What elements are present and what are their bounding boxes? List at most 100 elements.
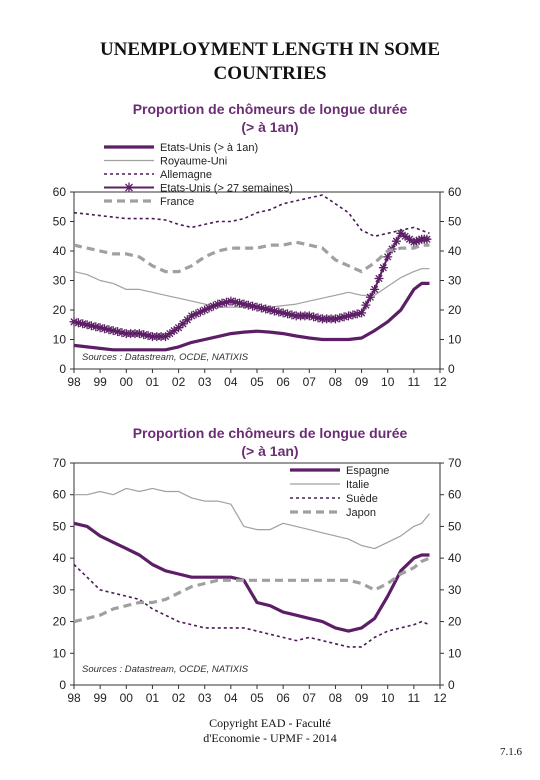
chart1-series-3-marker	[261, 304, 271, 314]
chart2-series-2-line	[73, 563, 430, 648]
chart2-xtick-label: 08	[329, 691, 343, 705]
chart1-series-3-marker	[243, 300, 253, 310]
chart1-series-3-marker	[204, 303, 214, 313]
chart2-xtick-label: 04	[224, 691, 238, 705]
chart2-xtick-label: 00	[120, 691, 134, 705]
chart1-series-3-marker	[239, 299, 249, 309]
chart2-source-note: Sources : Datastream, OCDE, NATIXIS	[82, 664, 249, 675]
chart1-series-3-marker	[313, 313, 323, 323]
chart2-xtick-label: 05	[250, 691, 264, 705]
chart1-ytick-right-label: 40	[448, 244, 462, 258]
chart1-series-3-marker	[230, 297, 240, 307]
chart1-xtick-label: 02	[172, 375, 186, 389]
chart1-series-3-marker	[409, 237, 419, 247]
chart1-series-3-marker	[91, 322, 101, 332]
chart1-series-3-marker	[69, 317, 79, 327]
chart1-xtick-label: 05	[250, 375, 264, 389]
chart2-title-block: Proportion de chômeurs de longue durée (…	[60, 424, 480, 460]
chart1-series-3-marker	[195, 307, 205, 317]
chart1-series-3-marker	[391, 236, 401, 246]
chart1-series-3-marker	[169, 326, 179, 336]
chart1-series-3-marker	[213, 299, 223, 309]
chart1-series-3-marker	[370, 284, 380, 294]
chart2-xtick-label: 99	[93, 691, 107, 705]
chart1-series-3-marker	[412, 236, 421, 246]
chart1-ytick-left-label: 60	[53, 185, 67, 199]
chart2-series-1-line	[74, 487, 430, 550]
chart1-series-2-line	[73, 194, 430, 238]
chart1-series-3-marker	[86, 321, 96, 331]
chart1-legend-0-label: Etats-Unis (> à 1an)	[160, 142, 258, 154]
chart1-series-3-marker	[226, 296, 236, 306]
chart1-series-3-marker	[78, 319, 88, 329]
chart1-series-3-marker	[117, 328, 127, 338]
chart1-series-3-marker	[208, 301, 218, 311]
footer-line2: d'Economie - UPMF - 2014	[203, 731, 337, 745]
chart2-ytick-right-label: 40	[448, 551, 462, 565]
chart1-ytick-right-label: 0	[448, 362, 455, 376]
chart1-series-3-marker	[352, 309, 362, 319]
chart1-series-3-marker	[113, 327, 123, 337]
chart2-ytick-left-label: 10	[53, 646, 67, 660]
chart1-xtick-label: 06	[276, 375, 290, 389]
chart1-legend-4-label: France	[160, 196, 194, 208]
chart2-series-0-line	[73, 521, 430, 633]
chart2-xtick-label: 07	[303, 691, 317, 705]
chart2-ytick-right-label: 50	[448, 519, 462, 533]
chart1-legend-3-marker	[124, 182, 134, 193]
chart2-legend-2-label: Suède	[346, 493, 378, 505]
chart2-xtick-label: 10	[381, 691, 395, 705]
chart1-series-3-marker	[287, 310, 297, 320]
chart1-series-3-marker	[143, 331, 153, 341]
chart1-series-3-marker	[309, 312, 319, 322]
chart2-ytick-right-label: 10	[448, 646, 462, 660]
chart1-series-3-marker	[365, 292, 375, 302]
chart1-series-3-marker	[187, 311, 197, 321]
chart1-series-3-marker	[139, 330, 149, 340]
chart1-series-3-marker	[82, 320, 92, 330]
chart1-xtick-label: 09	[355, 375, 369, 389]
chart1-series-3-marker	[248, 301, 258, 311]
chart1-xtick-label: 99	[93, 375, 107, 389]
chart1-series-4-line	[73, 240, 430, 274]
chart1-legend-2-label: Allemagne	[160, 169, 212, 181]
chart2-xtick-label: 01	[146, 691, 160, 705]
chart1-ytick-right-label: 30	[448, 274, 462, 288]
chart2-ytick-right-label: 0	[448, 678, 455, 692]
chart1-ytick-left-label: 50	[53, 215, 67, 229]
chart2-ytick-left-label: 60	[53, 488, 67, 502]
chart1-series-3-marker	[235, 298, 245, 308]
chart2-ytick-left-label: 70	[53, 456, 67, 470]
chart1-series-3-marker	[374, 274, 384, 283]
chart1-series-3-marker	[100, 324, 109, 334]
chart1-series-3-marker	[361, 300, 371, 310]
chart2-ytick-right-label: 30	[448, 583, 462, 597]
chart1-series-3-marker	[95, 323, 105, 333]
footer: Copyright EAD - Faculté d'Economie - UPM…	[150, 716, 390, 746]
chart1-series-3-marker	[405, 234, 414, 244]
chart2-ytick-right-label: 20	[448, 615, 462, 629]
chart1-ytick-right-label: 20	[448, 303, 462, 317]
slide-title: UNEMPLOYMENT LENGTH IN SOME COUNTRIES	[60, 38, 480, 86]
chart1-series-3-marker	[339, 312, 349, 322]
chart1-series-3-marker	[383, 252, 393, 262]
chart2-xtick-label: 11	[408, 691, 421, 705]
chart1-series-3-marker	[396, 228, 406, 238]
chart1-series-3-marker	[252, 302, 262, 312]
chart2-xtick-label: 98	[67, 691, 81, 705]
chart1-series-3-marker	[330, 314, 340, 324]
chart2-ytick-left-label: 30	[53, 583, 67, 597]
chart2-ytick-left-label: 40	[53, 551, 67, 565]
chart1-series-3-marker	[304, 311, 314, 321]
chart1-ytick-left-label: 10	[53, 333, 67, 347]
chart1-xtick-label: 03	[198, 375, 212, 389]
chart1-series-3-marker	[378, 263, 388, 273]
chart2-xtick-label: 09	[355, 691, 369, 705]
chart1-series-3-marker	[200, 305, 210, 315]
chart1-series-3-marker	[178, 319, 188, 329]
chart1-series-3-marker	[357, 308, 367, 318]
chart2-legend-3-label: Japon	[346, 507, 376, 519]
chart1-xtick-label: 04	[224, 375, 238, 389]
chart1-ytick-left-label: 30	[53, 274, 67, 288]
chart1-series-3-marker	[422, 234, 432, 244]
